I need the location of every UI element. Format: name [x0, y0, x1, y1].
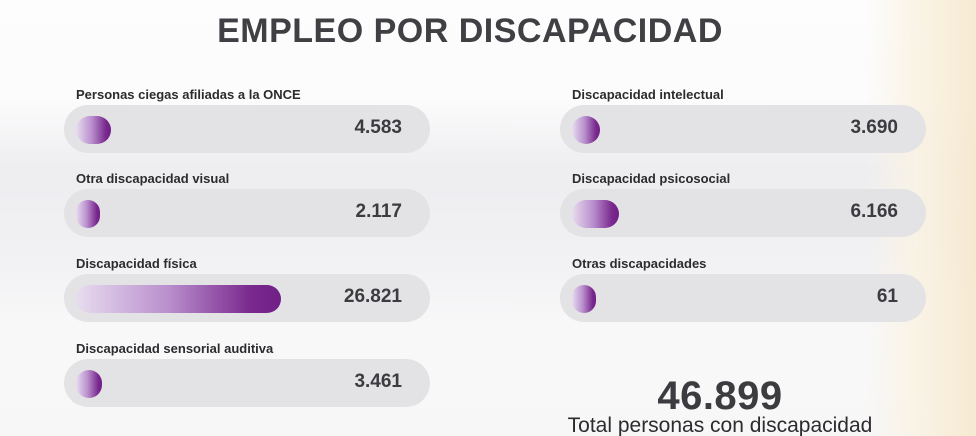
bar-fill [572, 200, 619, 228]
bar-label: Discapacidad sensorial auditiva [76, 341, 274, 356]
bar-value: 61 [876, 286, 898, 307]
bar-fill [76, 370, 102, 398]
bar-fill [572, 116, 600, 144]
bar-track [560, 189, 926, 237]
bar-item: Otra discapacidad visual 2.117 [64, 171, 430, 241]
bar-value: 2.117 [355, 201, 403, 222]
bar-track [64, 189, 430, 237]
bar-value: 4.583 [354, 117, 402, 138]
bar-item: Discapacidad intelectual 3.690 [560, 87, 926, 157]
total-label: Total personas con discapacidad [567, 414, 873, 436]
bar-track [560, 105, 926, 153]
bar-fill [76, 116, 111, 144]
bar-item: Discapacidad psicosocial 6.166 [560, 171, 926, 241]
bar-item: Discapacidad física 26.821 [64, 256, 430, 326]
bar-fill [76, 285, 281, 313]
bar-item: Personas ciegas afiliadas a la ONCE 4.58… [64, 87, 430, 157]
bar-fill [76, 200, 100, 228]
bar-label: Discapacidad intelectual [572, 87, 724, 102]
bar-value: 26.821 [343, 286, 402, 307]
bar-value: 6.166 [850, 201, 898, 222]
bar-track [64, 359, 430, 407]
total-value: 46.899 [657, 374, 783, 418]
page-title: EMPLEO POR DISCAPACIDAD [217, 12, 723, 50]
bar-item: Discapacidad sensorial auditiva 3.461 [64, 341, 430, 411]
bar-label: Discapacidad física [76, 256, 197, 271]
bar-label: Otra discapacidad visual [76, 171, 230, 186]
bar-label: Discapacidad psicosocial [572, 171, 731, 186]
bar-track [64, 105, 430, 153]
bar-value: 3.690 [850, 117, 898, 138]
bar-item: Otras discapacidades 61 [560, 256, 926, 326]
bar-value: 3.461 [354, 371, 402, 392]
bar-label: Otras discapacidades [572, 256, 707, 271]
bar-track [560, 274, 926, 322]
bar-label: Personas ciegas afiliadas a la ONCE [76, 87, 301, 102]
bar-fill [572, 285, 596, 313]
